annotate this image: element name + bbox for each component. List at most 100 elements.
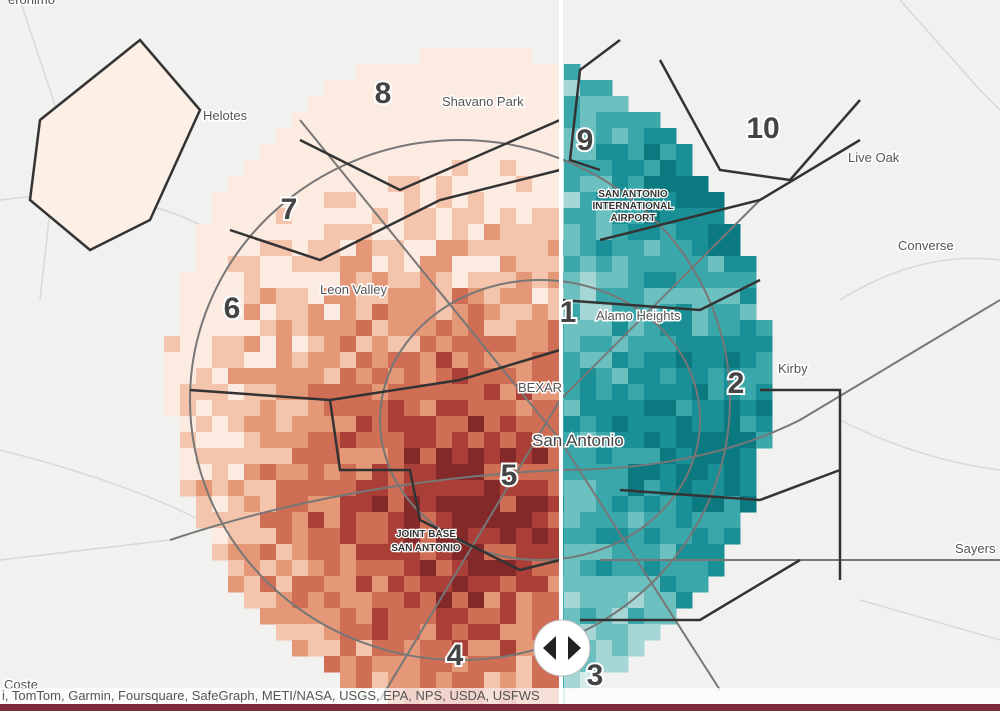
tract <box>484 128 501 145</box>
tract <box>212 544 229 561</box>
tract <box>628 448 645 465</box>
district-number: 1 <box>560 296 577 329</box>
tract <box>468 624 485 641</box>
tract <box>562 464 565 481</box>
tract <box>340 656 357 673</box>
tract <box>580 336 597 353</box>
tract <box>708 400 725 417</box>
tract <box>340 224 357 241</box>
tract <box>740 400 757 417</box>
tract <box>612 592 629 609</box>
tract <box>516 656 533 673</box>
tract <box>548 304 560 321</box>
tract <box>212 480 229 497</box>
tract <box>532 432 549 449</box>
tract <box>452 640 469 657</box>
swipe-handle[interactable] <box>533 619 591 677</box>
tract <box>484 160 501 177</box>
tract <box>212 416 229 433</box>
tract <box>628 400 645 417</box>
tract <box>260 512 277 529</box>
tract <box>180 320 197 337</box>
tract <box>436 464 453 481</box>
tract <box>388 288 405 305</box>
tract <box>452 176 469 193</box>
tract <box>228 240 245 257</box>
tract <box>660 272 677 289</box>
tract <box>372 320 389 337</box>
tract <box>356 656 373 673</box>
tract <box>596 512 613 529</box>
tract <box>548 128 560 145</box>
tract <box>644 128 661 145</box>
tract <box>420 432 437 449</box>
tract <box>260 288 277 305</box>
tract <box>692 224 709 241</box>
tract <box>484 480 501 497</box>
tract <box>404 272 421 289</box>
tract <box>420 464 437 481</box>
tract <box>724 512 741 529</box>
tract <box>276 208 293 225</box>
tract <box>548 384 560 401</box>
tract <box>468 112 485 129</box>
tract <box>484 608 501 625</box>
tract <box>516 64 533 81</box>
tract <box>562 320 565 337</box>
tract <box>292 640 309 657</box>
tract <box>692 368 709 385</box>
tract <box>468 256 485 273</box>
tract <box>484 656 501 673</box>
tract <box>660 464 677 481</box>
tract <box>164 336 181 353</box>
tract <box>724 400 741 417</box>
tract <box>372 112 389 129</box>
tract <box>708 192 725 209</box>
tract <box>484 304 501 321</box>
tract <box>372 560 389 577</box>
tract <box>324 640 341 657</box>
tract <box>452 256 469 273</box>
tract <box>562 288 565 305</box>
tract <box>356 400 373 417</box>
tract <box>388 240 405 257</box>
tract <box>276 400 293 417</box>
tract <box>452 112 469 129</box>
tract <box>244 240 261 257</box>
tract <box>628 528 645 545</box>
place-label: Shavano Park <box>442 94 524 109</box>
tract <box>692 544 709 561</box>
tract <box>388 512 405 529</box>
tract <box>388 576 405 593</box>
tract <box>708 272 725 289</box>
tract <box>644 528 661 545</box>
tract <box>308 592 325 609</box>
tract <box>562 608 565 625</box>
tract <box>516 240 533 257</box>
tract <box>388 320 405 337</box>
tract <box>612 656 629 673</box>
tract <box>660 256 677 273</box>
tract <box>756 336 773 353</box>
tract <box>596 368 613 385</box>
tract <box>260 336 277 353</box>
tract <box>196 368 213 385</box>
tract <box>292 160 309 177</box>
tract <box>340 576 357 593</box>
tract <box>564 384 581 401</box>
tract <box>212 464 229 481</box>
tract <box>612 144 629 161</box>
tract <box>596 496 613 513</box>
tract <box>500 336 517 353</box>
tract <box>692 192 709 209</box>
tract <box>580 320 597 337</box>
tract <box>612 96 629 113</box>
tract <box>532 672 549 689</box>
place-label: Helotes <box>203 108 248 123</box>
tract <box>340 128 357 145</box>
tract <box>260 560 277 577</box>
tract <box>292 576 309 593</box>
tract <box>692 256 709 273</box>
tract <box>596 96 613 113</box>
tract <box>516 208 533 225</box>
